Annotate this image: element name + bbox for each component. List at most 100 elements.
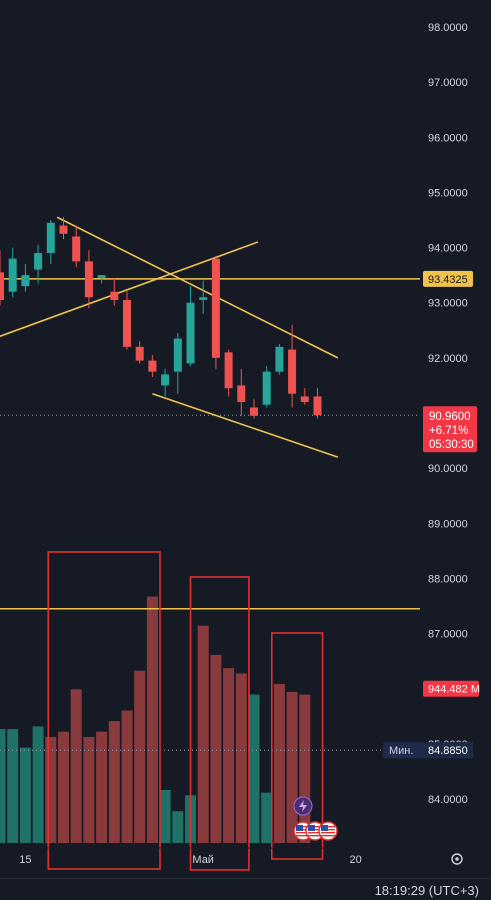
candle-body bbox=[0, 272, 4, 300]
candle-body bbox=[135, 346, 144, 361]
volume-bar bbox=[159, 790, 171, 843]
volume-bar bbox=[223, 668, 235, 843]
candle-body bbox=[123, 299, 131, 347]
candle-body bbox=[288, 349, 297, 394]
flag-stripe bbox=[321, 832, 335, 834]
candle-body bbox=[173, 338, 182, 372]
candle-body bbox=[237, 385, 246, 402]
flag-canton bbox=[321, 825, 328, 831]
trend-line bbox=[152, 392, 339, 458]
last-price-box bbox=[423, 406, 477, 453]
volume-bar bbox=[108, 721, 120, 843]
price-label-box bbox=[423, 270, 473, 287]
volume-bar bbox=[58, 731, 69, 843]
price-tick-label: 89.0000 bbox=[428, 518, 468, 530]
volume-bar bbox=[210, 654, 222, 843]
drawing-layer bbox=[0, 216, 420, 751]
trend-line bbox=[56, 216, 339, 359]
price-tick-label: 92.0000 bbox=[428, 353, 468, 365]
highlight-layer bbox=[47, 551, 324, 871]
gear-icon[interactable] bbox=[451, 853, 463, 865]
time-axis: 15 Май 20 bbox=[0, 847, 491, 866]
flag-stripe bbox=[296, 835, 310, 837]
candle-body bbox=[262, 371, 271, 405]
min-value-box bbox=[422, 742, 473, 759]
price-tick-label: 95.0000 bbox=[428, 187, 468, 199]
price-tick-label: 96.0000 bbox=[428, 132, 468, 144]
volume-bar bbox=[286, 691, 298, 843]
price-tick-label: 97.0000 bbox=[428, 77, 468, 89]
gear-icon-hub bbox=[455, 857, 459, 861]
volume-bar bbox=[248, 694, 260, 843]
time-tick-label: 20 bbox=[349, 854, 361, 866]
candle-body bbox=[300, 396, 309, 402]
volume-bar bbox=[96, 731, 108, 843]
min-label-text: Мин. bbox=[389, 745, 413, 757]
volume-bar bbox=[0, 729, 6, 843]
candle-body bbox=[313, 396, 322, 416]
last-price-text: 90.9600 bbox=[429, 411, 471, 423]
volume-bar bbox=[235, 673, 247, 843]
candle-body bbox=[110, 291, 119, 300]
price-label-text: 93.4325 bbox=[428, 274, 468, 286]
price-label-text: 944.482 M bbox=[428, 684, 480, 696]
footer-bar: 18:19:29 (UTC+3) bbox=[0, 878, 491, 900]
candle-body bbox=[97, 275, 106, 278]
price-label-box bbox=[423, 680, 479, 697]
highlight-box bbox=[189, 576, 250, 871]
candle-body bbox=[34, 253, 43, 270]
gear-icon-ring bbox=[451, 853, 463, 865]
candle-body bbox=[148, 360, 157, 372]
clock-display[interactable]: 18:19:29 (UTC+3) bbox=[374, 883, 479, 898]
lightning-icon[interactable] bbox=[293, 796, 313, 816]
candle-body bbox=[161, 374, 170, 386]
price-tick-label: 84.0000 bbox=[428, 794, 468, 806]
chart-canvas[interactable]: 98.0000 97.0000 96.0000 95.0000 94.0000 93.00… bbox=[0, 0, 491, 878]
volume-bar bbox=[70, 689, 82, 843]
price-tick-label: 98.0000 bbox=[428, 22, 468, 34]
candle-body bbox=[224, 352, 233, 389]
volume-bar bbox=[32, 726, 44, 843]
min-value-text: 84.8850 bbox=[428, 745, 468, 757]
volume-bar bbox=[45, 737, 57, 843]
flag-stripe bbox=[296, 832, 310, 834]
last-price-text: +6.71% bbox=[429, 425, 468, 437]
candle-body bbox=[186, 302, 195, 364]
candle-body bbox=[59, 225, 68, 234]
candles-layer bbox=[0, 217, 322, 419]
volume-bar bbox=[197, 625, 209, 843]
highlight-box bbox=[47, 551, 161, 870]
volume-bar bbox=[273, 684, 285, 843]
flag-stripe bbox=[308, 835, 322, 837]
volume-bar bbox=[172, 811, 184, 843]
candle-body bbox=[199, 297, 208, 300]
flag-canton bbox=[296, 825, 303, 831]
candle-body bbox=[21, 275, 30, 287]
candle-body bbox=[250, 407, 258, 416]
time-tick-label: 15 bbox=[19, 854, 31, 866]
candle-body bbox=[211, 258, 220, 358]
candle-body bbox=[84, 261, 93, 298]
price-tick-label: 90.0000 bbox=[428, 463, 468, 475]
volume-bar bbox=[146, 596, 158, 843]
candle-body bbox=[72, 236, 81, 262]
volume-bar bbox=[83, 737, 95, 843]
price-labels: 93.4325 944.482 M Мин. 84.8850 90.9600 +6.71%… bbox=[383, 270, 480, 759]
time-tick-label: Май bbox=[192, 854, 214, 866]
volume-bar bbox=[134, 670, 146, 843]
candle-body bbox=[46, 222, 55, 254]
price-tick-label: 87.0000 bbox=[428, 629, 468, 641]
price-tick-label: 88.0000 bbox=[428, 573, 468, 585]
us-flag-icon[interactable] bbox=[318, 821, 338, 841]
candle-body bbox=[8, 258, 17, 292]
volume-layer bbox=[0, 596, 311, 843]
candle-body bbox=[275, 346, 284, 372]
event-markers bbox=[293, 796, 338, 841]
price-tick-label: 93.0000 bbox=[428, 298, 468, 310]
volume-bar bbox=[7, 729, 19, 843]
flag-stripe bbox=[308, 832, 322, 834]
volume-bar bbox=[299, 694, 311, 843]
volume-bar bbox=[19, 747, 31, 843]
flag-stripe bbox=[321, 835, 335, 837]
